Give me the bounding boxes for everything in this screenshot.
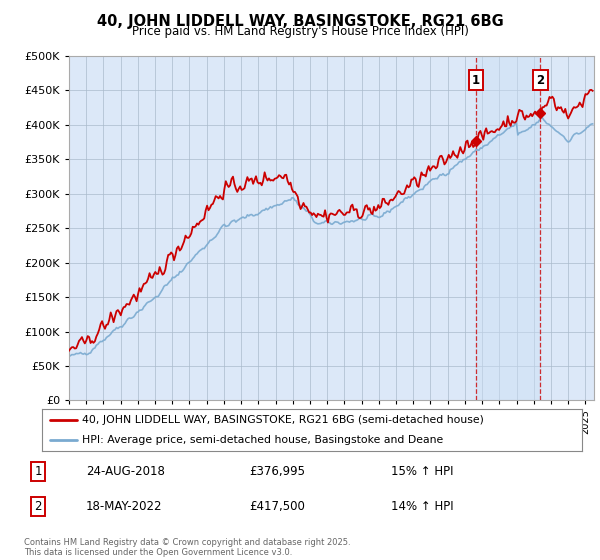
Text: 40, JOHN LIDDELL WAY, BASINGSTOKE, RG21 6BG: 40, JOHN LIDDELL WAY, BASINGSTOKE, RG21 … [97, 14, 503, 29]
Text: 40, JOHN LIDDELL WAY, BASINGSTOKE, RG21 6BG (semi-detached house): 40, JOHN LIDDELL WAY, BASINGSTOKE, RG21 … [83, 415, 484, 425]
Text: HPI: Average price, semi-detached house, Basingstoke and Deane: HPI: Average price, semi-detached house,… [83, 435, 444, 445]
Text: 1: 1 [472, 73, 480, 87]
Text: 2: 2 [536, 73, 544, 87]
Text: £417,500: £417,500 [250, 500, 305, 514]
Text: 24-AUG-2018: 24-AUG-2018 [86, 465, 165, 478]
Text: 14% ↑ HPI: 14% ↑ HPI [391, 500, 453, 514]
Text: 15% ↑ HPI: 15% ↑ HPI [391, 465, 453, 478]
Text: Price paid vs. HM Land Registry's House Price Index (HPI): Price paid vs. HM Land Registry's House … [131, 25, 469, 38]
Text: Contains HM Land Registry data © Crown copyright and database right 2025.
This d: Contains HM Land Registry data © Crown c… [24, 538, 350, 557]
Bar [476, 56, 540, 400]
Text: 2: 2 [34, 500, 42, 514]
Text: 18-MAY-2022: 18-MAY-2022 [86, 500, 163, 514]
Text: 1: 1 [34, 465, 42, 478]
Text: £376,995: £376,995 [250, 465, 305, 478]
